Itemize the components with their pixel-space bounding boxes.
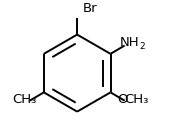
Text: CH₃: CH₃: [12, 93, 37, 106]
Text: NH: NH: [120, 36, 140, 49]
Text: 2: 2: [139, 42, 145, 51]
Text: Br: Br: [83, 2, 97, 15]
Text: O: O: [118, 93, 128, 106]
Text: CH₃: CH₃: [124, 93, 148, 106]
